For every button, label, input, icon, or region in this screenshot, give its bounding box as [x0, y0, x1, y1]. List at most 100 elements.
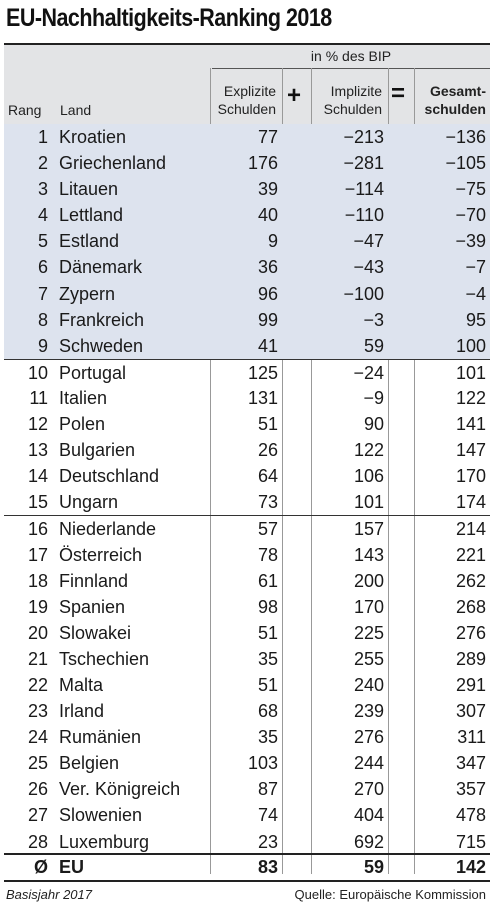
gesamt-cell: 307: [455, 701, 486, 722]
gesamt-cell: 268: [455, 596, 486, 617]
table-row: 3 Litauen 39 −114 −75: [4, 176, 490, 203]
implizit-cell: −213: [343, 127, 384, 147]
eu-rang: Ø: [33, 857, 48, 877]
explizit-cell: 41: [257, 335, 278, 356]
table-row: 18 Finnland 61 200 262: [4, 568, 490, 594]
rang-cell: 28: [27, 831, 48, 852]
table-header: [4, 45, 490, 124]
rang-cell: 19: [27, 596, 48, 617]
table-row: 16 Niederlande 57 157 214: [4, 515, 490, 541]
explizit-cell: 73: [257, 492, 278, 513]
land-cell: Slowakei: [59, 622, 132, 643]
gesamt-cell: 100: [455, 335, 486, 356]
gesamt-cell: −105: [445, 153, 486, 174]
column-divider: [388, 68, 389, 874]
gesamt-cell: 357: [455, 779, 486, 800]
gesamt-cell: 170: [455, 466, 486, 487]
gesamt-cell: 478: [455, 805, 486, 826]
land-cell: Malta: [59, 674, 104, 695]
table-row: 12 Polen 51 90 141: [4, 411, 490, 437]
table-row: 24 Rumänien 35 276 311: [4, 724, 490, 750]
eu-land: EU: [59, 857, 85, 877]
land-cell: Slowenien: [59, 805, 143, 826]
column-divider: [282, 68, 283, 874]
column-divider: [210, 68, 211, 874]
table-row: 7 Zypern 96 −100 −4: [4, 280, 490, 307]
rang-cell: 20: [27, 622, 48, 643]
explizit-cell: 57: [257, 519, 278, 540]
explizit-cell: 26: [257, 440, 278, 461]
land-cell: Lettland: [59, 205, 124, 226]
explizit-cell: 40: [257, 205, 278, 226]
rang-cell: 7: [37, 283, 48, 304]
column-divider: [414, 68, 415, 874]
rang-cell: 24: [27, 727, 48, 748]
table-row: 25 Belgien 103 244 347: [4, 750, 490, 776]
table-row: 2 Griechenland 176 −281 −105: [4, 150, 490, 177]
explizit-cell: 36: [257, 257, 278, 278]
table-row: 8 Frankreich 99 −3 95: [4, 306, 490, 333]
explizit-cell: 77: [257, 127, 278, 147]
implizit-cell: 240: [353, 674, 384, 695]
rang-cell: 18: [27, 570, 48, 591]
explizit-cell: 96: [257, 283, 278, 304]
table-row: 19 Spanien 98 170 268: [4, 594, 490, 620]
rang-cell: 8: [37, 309, 48, 330]
land-cell: Spanien: [59, 596, 126, 617]
rang-cell: 14: [27, 466, 48, 487]
land-cell: Litauen: [59, 179, 119, 200]
implizit-cell: −100: [343, 283, 384, 304]
explizit-cell: 23: [257, 831, 278, 852]
table-row: 1 Kroatien 77 −213 −136: [4, 124, 490, 151]
explizit-cell: 68: [257, 701, 278, 722]
rang-cell: 23: [27, 701, 48, 722]
table-row: 13 Bulgarien 26 122 147: [4, 437, 490, 463]
land-cell: Niederlande: [59, 519, 157, 540]
table-row: 5 Estland 9 −47 −39: [4, 228, 490, 255]
implizit-cell: 692: [353, 831, 384, 852]
land-cell: Dänemark: [59, 257, 143, 278]
land-cell: Italien: [59, 387, 108, 408]
gesamt-cell: 147: [455, 440, 486, 461]
land-cell: Tschechien: [59, 648, 150, 669]
implizit-cell: −24: [353, 362, 384, 383]
explizit-cell: 39: [257, 179, 278, 200]
gesamt-cell: 141: [455, 414, 486, 435]
table-row: 14 Deutschland 64 106 170: [4, 463, 490, 489]
implizit-cell: 157: [353, 519, 384, 540]
plus-operator: +: [287, 82, 302, 109]
explizit-cell: 74: [257, 805, 278, 826]
implizit-cell: −114: [344, 179, 384, 200]
gesamt-cell: −39: [455, 231, 486, 252]
table-row: 28 Luxemburg 23 692 715: [4, 829, 490, 855]
implizit-cell: 200: [353, 570, 384, 591]
gesamt-cell: 262: [455, 570, 486, 591]
explizit-cell: 131: [247, 387, 278, 408]
land-cell: Schweden: [59, 335, 144, 356]
gesamt-cell: 715: [455, 831, 486, 852]
rang-cell: 2: [37, 153, 48, 174]
table-row: 20 Slowakei 51 225 276: [4, 620, 490, 646]
implizit-cell: 170: [353, 596, 384, 617]
header-rang: Rang: [8, 102, 42, 118]
rang-cell: 16: [27, 519, 48, 540]
explizit-cell: 51: [257, 622, 278, 643]
implizit-cell: 225: [353, 622, 384, 643]
eu-gesamt: 142: [455, 857, 486, 877]
land-cell: Portugal: [59, 362, 127, 383]
implizit-cell: 59: [363, 335, 384, 356]
implizit-cell: −43: [353, 257, 384, 278]
header-gesamtschulden: Gesamt- schulden: [424, 83, 486, 117]
land-cell: Griechenland: [59, 153, 167, 174]
implizit-cell: 276: [353, 727, 384, 748]
table-row: 21 Tschechien 35 255 289: [4, 646, 490, 672]
implizit-cell: −110: [344, 205, 384, 226]
rang-cell: 22: [27, 674, 48, 695]
table-row: 27 Slowenien 74 404 478: [4, 802, 490, 828]
gesamt-cell: −136: [445, 127, 486, 147]
eu-average-row: Ø EU 83 59 142: [4, 853, 490, 880]
implizit-cell: 255: [353, 648, 384, 669]
eu-implizit: 59: [363, 857, 384, 877]
table-row: 26 Ver. Königreich 87 270 357: [4, 776, 490, 802]
table-row: 11 Italien 131 −9 122: [4, 385, 490, 411]
